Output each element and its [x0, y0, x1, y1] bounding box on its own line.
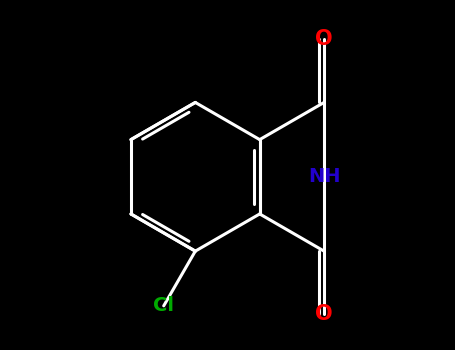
- Text: NH: NH: [308, 167, 340, 186]
- Text: O: O: [315, 29, 333, 49]
- Text: O: O: [315, 304, 333, 324]
- Text: Cl: Cl: [153, 296, 174, 315]
